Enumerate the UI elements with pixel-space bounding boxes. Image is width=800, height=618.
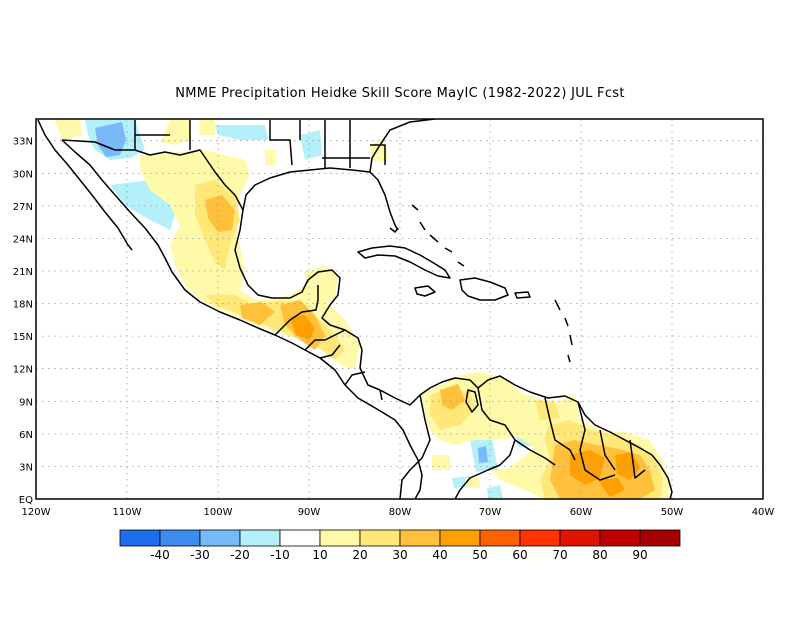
border-us-mexico [61,120,191,156]
island-antilles [554,299,573,363]
coast-south-america [379,375,673,499]
colorbar-swatch [599,529,641,547]
colorbar-swatch [359,529,401,547]
x-tick-label: 50W [661,507,684,518]
colorbar-swatch [279,529,321,547]
colorbar-label: 30 [392,548,407,562]
colorbar-label: 10 [312,548,327,562]
colorbar-swatch [399,529,441,547]
x-tick-label: 100W [204,507,233,518]
x-tick-label: 90W [298,507,321,518]
field-pos30-mex2 [240,302,275,325]
colorbar-swatch [439,529,481,547]
colorbar-label: 70 [552,548,567,562]
x-tick-label: 120W [22,507,51,518]
y-tick-label: 24N [13,234,33,245]
colorbar-label: -20 [230,548,250,562]
map-title: NMME Precipitation Heidke Skill Score Ma… [175,86,625,101]
island-cuba [357,245,451,279]
field-pos30-sa [440,384,465,410]
y-axis-ticks: EQ 3N 6N 9N 12N 15N 18N 21N 24N 27N 30N … [13,137,33,506]
y-tick-label: 18N [13,300,33,311]
field-neg10-se [300,130,322,160]
coast-florida [389,227,399,233]
y-tick-label: 15N [13,332,33,343]
colorbar-swatch [319,529,361,547]
y-tick-label: 30N [13,169,33,180]
colorbar-label: -30 [190,548,210,562]
y-tick-label: 6N [19,430,33,441]
coast-gulf [179,149,381,391]
island-puertorico [514,291,531,299]
y-tick-label: 12N [13,365,33,376]
border-us-states [269,120,386,168]
colorbar-swatch [159,529,201,547]
y-tick-label: 33N [13,137,33,148]
field-neg10-col5 [487,485,503,499]
colorbar: -40 -30 -20 -10 10 20 30 40 50 60 70 80 90 [119,529,681,562]
x-tick-label: 80W [389,507,412,518]
colorbar-swatch [119,529,161,547]
y-tick-label: 9N [19,397,33,408]
island-bahamas [411,204,465,267]
colorbar-label: -40 [150,548,170,562]
field-neg20-nw [95,122,126,157]
field-pos40-sur [598,478,625,497]
colorbar-swatch [519,529,561,547]
y-tick-label: 3N [19,462,33,473]
colorbar-label: 60 [512,548,527,562]
x-tick-label: 60W [570,507,593,518]
x-tick-label: 110W [113,507,142,518]
island-jamaica [414,285,436,297]
graticule [36,119,763,499]
y-tick-label: 27N [13,202,33,213]
coast-us-gulf [242,119,436,231]
field-pos40-gtm [290,315,315,340]
border-south-america [399,387,646,499]
colorbar-swatch [199,529,241,547]
field-pos40-gui [570,450,605,485]
coastlines [37,119,673,499]
colorbar-label: -10 [270,548,290,562]
field-neg20-col [478,446,488,463]
colorbar-label: 50 [472,548,487,562]
colorbar-swatch [239,529,281,547]
colorbar-label: 80 [592,548,607,562]
lake-maracaibo [465,389,479,413]
plot-frame [35,118,764,500]
x-axis-ticks: 120W 110W 100W 90W 80W 70W 60W 50W 40W [22,507,775,518]
x-tick-label: 40W [752,507,775,518]
field-pos30-mex [205,195,235,232]
field-pos20-mex2 [205,295,345,360]
colorbar-swatch [559,529,601,547]
skill-field [55,120,670,499]
colorbar-label: 40 [432,548,447,562]
colorbar-swatch [479,529,521,547]
field-neg10-ne [215,125,268,140]
colorbar-swatch [639,529,681,547]
x-tick-label: 70W [479,507,502,518]
island-hispaniola [459,277,509,301]
colorbar-label: 20 [352,548,367,562]
border-central-america [274,285,383,401]
y-tick-label: EQ [19,495,33,506]
colorbar-label: 90 [632,548,647,562]
y-tick-label: 21N [13,267,33,278]
